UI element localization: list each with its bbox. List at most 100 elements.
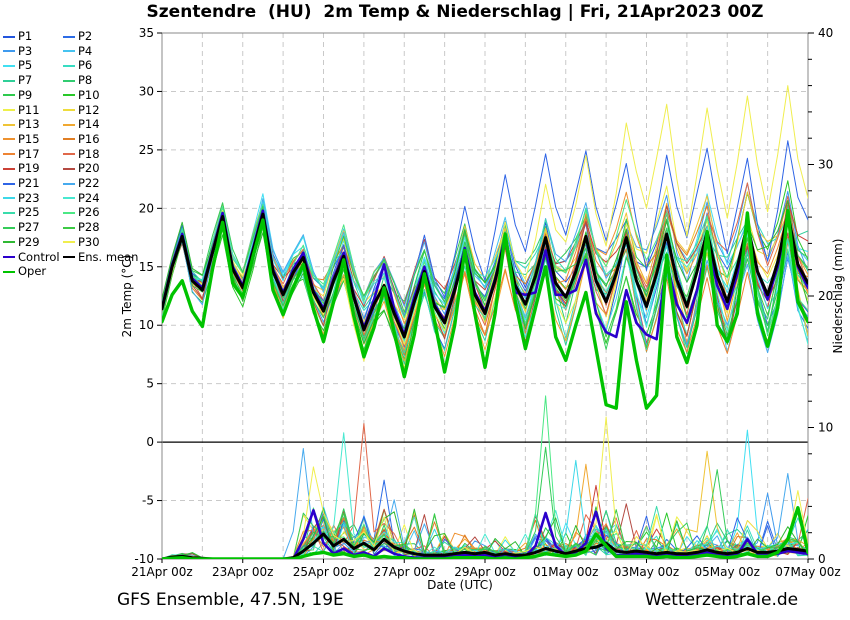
legend-swatch <box>3 153 15 156</box>
legend-item-p12: P12 <box>63 102 153 117</box>
legend-label: P18 <box>78 146 100 161</box>
legend-label: P23 <box>18 190 40 205</box>
legend-swatch <box>3 138 15 141</box>
legend-swatch <box>3 226 15 229</box>
legend-swatch <box>3 256 15 259</box>
legend-item-p23: P23 <box>3 192 63 204</box>
legend-swatch <box>3 35 15 38</box>
legend-item-p25: P25 <box>3 205 63 220</box>
legend-label: P12 <box>78 102 100 117</box>
legend-label: P14 <box>78 117 100 132</box>
legend-label: P17 <box>18 146 40 161</box>
legend-item-p29: P29 <box>3 236 63 248</box>
legend-swatch <box>3 79 15 82</box>
legend-item-p11: P11 <box>3 102 63 117</box>
legend-swatch <box>3 109 15 112</box>
legend-swatch <box>63 123 75 126</box>
page-title: Szentendre (HU) 2m Temp & Niederschlag |… <box>146 2 764 22</box>
series-group <box>162 85 808 559</box>
legend-swatch <box>63 79 75 82</box>
precip-line-oper <box>162 506 808 559</box>
legend-swatch <box>63 167 75 170</box>
footer-branding: Wetterzentrale.de <box>645 590 799 610</box>
legend-label: Oper <box>18 264 47 279</box>
legend-item-p10: P10 <box>63 89 153 101</box>
x-axis: 21Apr 00z 23Apr 00z 25Apr 00z 27Apr 00z 29Ap… <box>131 559 841 579</box>
legend-item-p18: P18 <box>63 148 153 160</box>
legend-label: P10 <box>78 87 100 102</box>
y-tick-label-right: 30 <box>818 158 833 172</box>
legend-swatch <box>3 182 15 185</box>
legend-item-p21: P21 <box>3 177 63 189</box>
legend-swatch <box>63 182 75 185</box>
x-tick-label: 01May 00z <box>533 565 598 579</box>
legend-item-p6: P6 <box>63 58 153 73</box>
legend-item-p5: P5 <box>3 58 63 73</box>
footer-model-info: GFS Ensemble, 47.5N, 19E <box>117 590 344 610</box>
y-tick-label-right: 40 <box>818 26 833 40</box>
legend-item-p20: P20 <box>63 162 153 174</box>
legend-label: Ens. mean <box>78 249 139 264</box>
legend-swatch <box>63 226 75 229</box>
legend-item-p4: P4 <box>63 45 153 57</box>
x-tick-label: 27Apr 00z <box>374 565 435 579</box>
legend-swatch <box>63 138 75 141</box>
temp-line-oper <box>162 208 808 410</box>
legend-item-p24: P24 <box>63 192 153 204</box>
legend-swatch <box>63 211 75 214</box>
y-axis-right-label: Niederschlag (mm) <box>831 238 845 354</box>
legend-label: P11 <box>18 102 40 117</box>
y-tick-label-left: 15 <box>139 260 154 274</box>
legend-swatch <box>3 270 15 273</box>
legend-swatch <box>63 153 75 156</box>
precip-line-control <box>162 508 808 559</box>
legend-item-p2: P2 <box>63 30 153 42</box>
legend-swatch <box>3 197 15 200</box>
legend-swatch <box>63 94 75 97</box>
legend-label: P24 <box>78 190 100 205</box>
legend-item-p3: P3 <box>3 45 63 57</box>
legend-item-p9: P9 <box>3 89 63 101</box>
legend-label: P8 <box>78 73 93 88</box>
legend-swatch <box>63 50 75 53</box>
legend-label: P19 <box>18 161 40 176</box>
legend-label: P1 <box>18 29 33 43</box>
legend-label: P5 <box>18 58 33 73</box>
legend-label: P2 <box>78 29 93 43</box>
y-axis-left: 35 30 25 20 15 10 5 0 -5 -10 <box>134 26 162 566</box>
y-tick-label-left: 0 <box>146 435 154 449</box>
legend-item-control: Control <box>3 249 63 264</box>
legend-swatch <box>3 241 15 244</box>
legend-swatch <box>63 109 75 112</box>
x-tick-label: 05May 00z <box>695 565 760 579</box>
legend-item-p26: P26 <box>63 205 153 220</box>
legend-label: P25 <box>18 205 40 220</box>
legend-label: P30 <box>78 234 100 249</box>
precip-line-p27 <box>162 446 808 559</box>
legend-label: P29 <box>18 234 40 249</box>
legend-swatch <box>3 94 15 97</box>
y-axis-right: 0 10 20 30 40 <box>808 26 833 566</box>
legend-swatch <box>63 256 75 259</box>
legend-label: Control <box>18 249 60 264</box>
legend-label: P7 <box>18 73 33 88</box>
y-tick-label-left: 20 <box>139 201 154 215</box>
legend-item-ens-mean: Ens. mean <box>63 249 153 264</box>
y-tick-label-left: 30 <box>139 84 154 98</box>
legend-swatch <box>63 241 75 244</box>
legend-item-p13: P13 <box>3 118 63 130</box>
x-tick-label: 23Apr 00z <box>212 565 273 579</box>
legend-label: P16 <box>78 131 100 146</box>
x-tick-label: 21Apr 00z <box>131 565 192 579</box>
legend-item-p30: P30 <box>63 236 153 248</box>
legend-label: P15 <box>18 131 40 146</box>
x-tick-label: 29Apr 00z <box>454 565 515 579</box>
y-tick-label-left: -10 <box>134 552 154 566</box>
legend-label: P26 <box>78 205 100 220</box>
legend-swatch <box>63 64 75 67</box>
y-tick-label-left: -5 <box>142 494 154 508</box>
legend-label: P6 <box>78 58 93 73</box>
legend: P1 P2 P3 P4 P5 P6 P7 P8 P9 P10 P11 P12 P13 P14 P15 P16 P… <box>3 30 153 277</box>
legend-label: P4 <box>78 43 93 58</box>
